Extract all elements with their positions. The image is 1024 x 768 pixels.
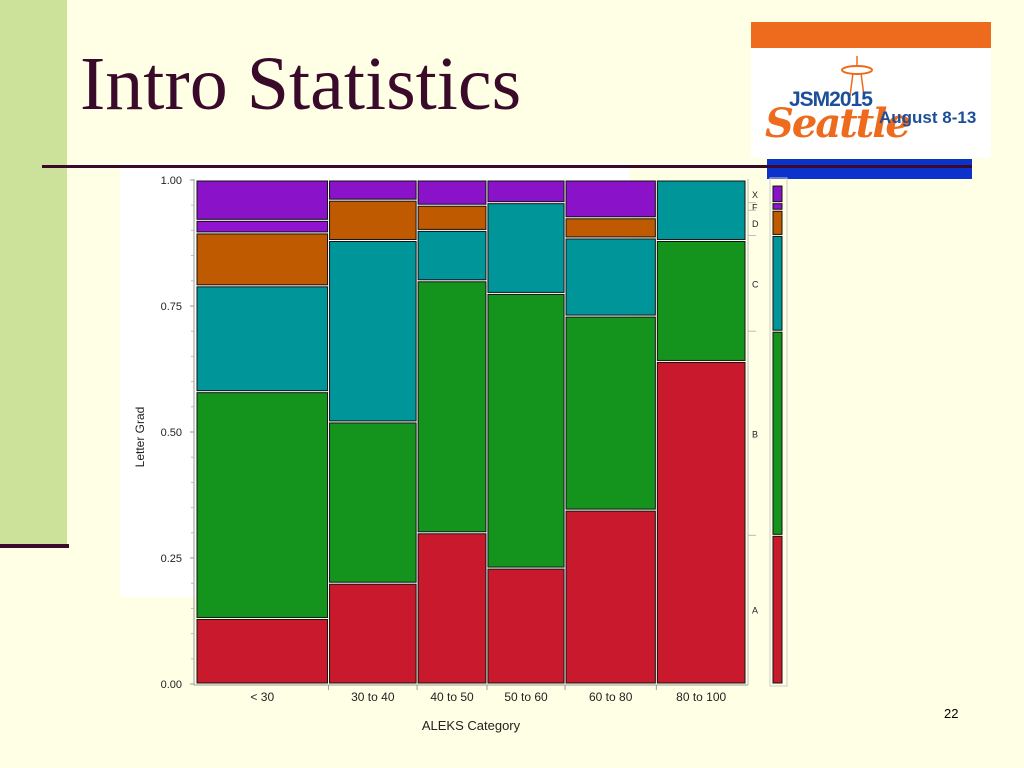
legend-label-c: C — [752, 279, 759, 289]
y-tick-label: 1.00 — [161, 175, 182, 187]
mosaic-cell-30-to-40-b — [329, 422, 417, 583]
marginal-bar-x — [772, 185, 783, 203]
left-accent-rule — [0, 544, 69, 548]
mosaic-cell-60-to-80-a — [565, 510, 656, 684]
legend-label-d: D — [752, 219, 759, 229]
mosaic-cell-50-to-60-x — [487, 180, 565, 203]
mosaic-cell-50-to-60-a — [487, 568, 565, 684]
x-tick-label: 60 to 80 — [589, 690, 633, 704]
x-tick-label: < 30 — [250, 690, 274, 704]
jsm-logo: JSM2015 Seattle August 8-13 — [751, 22, 991, 158]
mosaic-cell-30-f — [196, 220, 329, 233]
marginal-frame — [769, 177, 788, 687]
slide-title: Intro Statistics — [80, 42, 522, 126]
mosaic-cell-30-to-40-a — [329, 583, 417, 684]
mosaic-cell-80-to-100-b — [656, 240, 746, 361]
mosaic-cell-60-to-80-d — [565, 218, 656, 238]
mosaic-cell-50-to-60-b — [487, 293, 565, 568]
y-tick-label: 0.00 — [161, 679, 182, 691]
mosaic-cell-30-to-40-c — [329, 240, 417, 422]
marginal-bar-c — [772, 235, 783, 331]
mosaic-cell-30-d — [196, 233, 329, 286]
mosaic-cells — [196, 180, 746, 684]
y-tick-label: 0.75 — [161, 301, 182, 313]
y-axis-label: Letter Grad — [133, 407, 147, 468]
marginal-bar-b — [772, 331, 783, 535]
mosaic-cell-40-to-50-a — [417, 533, 487, 684]
x-axis-label: ALEKS Category — [422, 718, 521, 733]
mosaic-cell-40-to-50-b — [417, 281, 487, 533]
page-number: 22 — [944, 706, 959, 721]
legend-label-f: F — [752, 202, 758, 212]
space-needle-icon — [841, 56, 873, 96]
left-accent-band — [0, 0, 67, 546]
legend-label-a: A — [752, 606, 758, 616]
marginal-bar-d — [772, 210, 783, 235]
mosaic-cell-60-to-80-x — [565, 180, 656, 218]
x-tick-label: 30 to 40 — [351, 690, 395, 704]
mosaic-cell-40-to-50-x — [417, 180, 487, 205]
mosaic-cell-60-to-80-c — [565, 238, 656, 316]
mosaic-cell-80-to-100-a — [656, 361, 746, 684]
y-tick-label: 0.50 — [161, 427, 182, 439]
x-tick-label: 50 to 60 — [504, 690, 548, 704]
mosaic-cell-30-to-40-x — [329, 180, 417, 200]
logo-orange-band — [751, 22, 991, 48]
mosaic-cell-40-to-50-c — [417, 230, 487, 281]
mosaic-cell-30-x — [196, 180, 329, 220]
x-tick-label: 80 to 100 — [676, 690, 726, 704]
logo-event: JSM2015 — [789, 88, 873, 111]
logo-dates: August 8-13 — [879, 108, 977, 127]
chart-axes: 0.00 0.25 0.50 0.75 1.00 < 30 30 to 40 40 to 50… — [161, 175, 749, 704]
mosaic-cell-30-c — [196, 286, 329, 392]
logo-city: Seattle — [765, 100, 911, 147]
mosaic-cell-30-to-40-d — [329, 200, 417, 240]
legend-label-b: B — [752, 429, 758, 439]
legend-label-x: X — [752, 190, 758, 200]
mosaic-cell-60-to-80-b — [565, 316, 656, 510]
mosaic-cell-50-to-60-c — [487, 203, 565, 293]
marginal-bar-f — [772, 203, 783, 210]
chart-legend: A B C DFX — [748, 177, 788, 687]
y-tick-label: 0.25 — [161, 553, 182, 565]
mosaic-cell-30-b — [196, 392, 329, 618]
mosaic-cell-40-to-50-d — [417, 205, 487, 230]
title-rule — [42, 165, 972, 168]
marginal-bar-a — [772, 535, 783, 684]
x-tick-label: 40 to 50 — [430, 690, 474, 704]
mosaic-cell-80-to-100-c — [656, 180, 746, 240]
mosaic-cell-30-a — [196, 618, 329, 684]
